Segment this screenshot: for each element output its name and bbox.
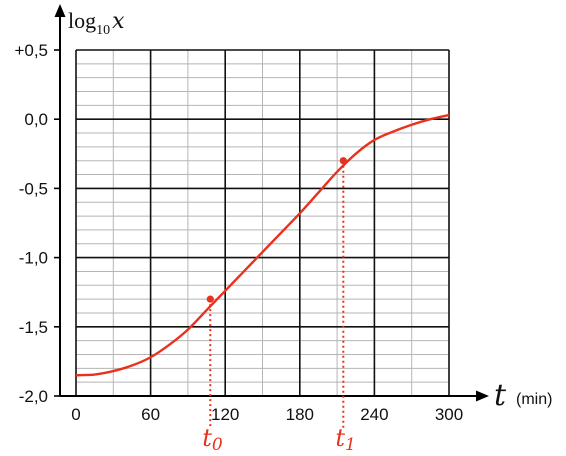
markers-layer: t0 t1 [202, 157, 356, 455]
axis-labels: log10x t (min) [68, 8, 552, 413]
y-axis-label: log10x [68, 8, 125, 38]
y-tick-label: -1,5 [19, 318, 48, 337]
y-axis-label-base: log [68, 8, 96, 33]
x-tick-label: 300 [435, 405, 463, 424]
y-axis-arrow [54, 4, 66, 17]
marker-point [206, 295, 214, 303]
x-tick-label: 180 [286, 405, 314, 424]
marker-label-letter: t [202, 424, 212, 452]
y-axis-label-subscript: 10 [96, 23, 110, 38]
series-layer [75, 113, 450, 377]
minor-grid [75, 49, 450, 397]
y-tick-label: -1,0 [19, 249, 48, 268]
x-axis-label-unit: (min) [516, 391, 552, 408]
tick-labels: +0,5 0,0 -0,5 -1,0 -1,5 -2,0 0 60 120 180 240 300 [14, 41, 463, 424]
y-axis-label-variable: x [112, 9, 125, 34]
series-line [75, 113, 450, 377]
marker-label-subscript: 0 [212, 435, 223, 455]
y-tick-label: 0,0 [24, 110, 48, 129]
marker-label: t0 [202, 424, 223, 455]
axes [54, 4, 489, 402]
y-tick-label: -2,0 [19, 387, 48, 406]
marker-label-letter: t [335, 424, 345, 452]
x-axis-label-variable: t [494, 378, 507, 413]
x-axis-arrow [476, 390, 489, 402]
marker-point [339, 157, 347, 165]
y-tick-label: +0,5 [14, 41, 48, 60]
x-tick-label: 120 [211, 405, 239, 424]
marker-label-subscript: 1 [345, 435, 356, 455]
x-tick-label: 240 [360, 405, 388, 424]
major-grid [75, 49, 450, 397]
x-tick-label: 0 [71, 405, 80, 424]
y-tick-label: -0,5 [19, 179, 48, 198]
marker-label: t1 [335, 424, 355, 455]
x-tick-label: 60 [141, 405, 160, 424]
